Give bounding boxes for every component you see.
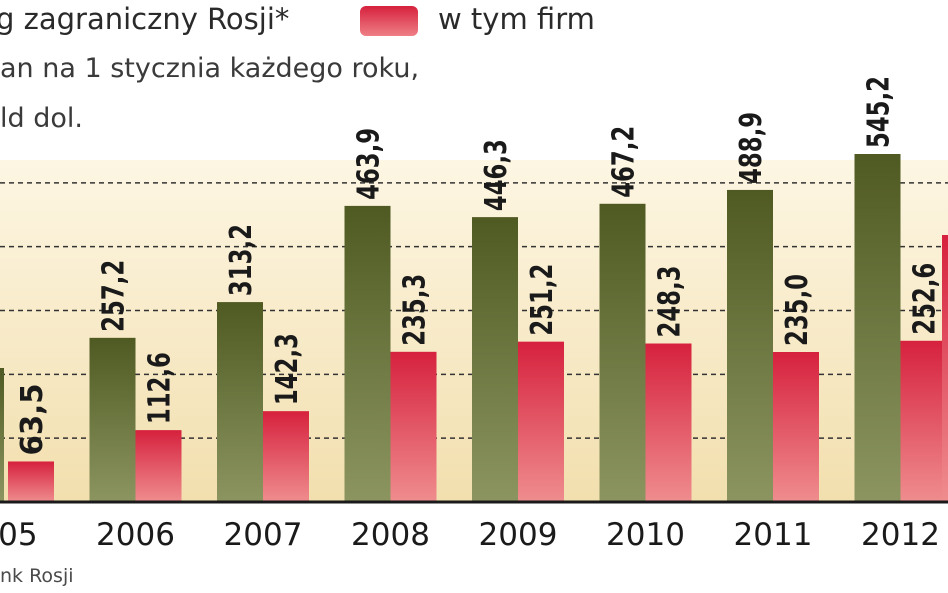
x-tick-label: 2007 <box>224 517 303 553</box>
value-label: 235,3 <box>398 274 433 346</box>
bar-partial-right <box>942 235 948 502</box>
bar-partial-left <box>0 368 4 502</box>
value-label: 142,3 <box>270 333 305 405</box>
value-label: 112,6 <box>143 352 178 424</box>
value-label: 257,2 <box>97 260 132 332</box>
x-tick-label: 2011 <box>734 517 813 553</box>
bar-external-debt-2010 <box>599 203 646 502</box>
subtitle-line-1: an na 1 stycznia każdego roku, <box>0 53 420 84</box>
value-label: 488,9 <box>734 112 769 184</box>
x-tick-label: 2009 <box>479 517 558 553</box>
bar-external-debt-2008 <box>344 205 391 502</box>
value-label: 446,3 <box>479 139 514 211</box>
bar-companies-2009 <box>518 341 564 502</box>
value-label: 248,3 <box>653 266 688 338</box>
bar-companies-2007 <box>263 411 309 502</box>
bar-external-debt-2012 <box>854 154 901 502</box>
x-tick-label: 2012 <box>861 517 940 553</box>
x-tick-label: 005 <box>0 517 38 553</box>
bar-companies-2012 <box>900 340 947 502</box>
x-tick-labels: 005 2006 2007 2008 2009 2010 2011 2012 <box>0 517 940 553</box>
bar-external-debt-2009 <box>472 217 518 502</box>
bar-external-debt-2007 <box>217 302 263 502</box>
value-label: 545,2 <box>862 76 897 148</box>
x-tick-label: 2006 <box>96 517 175 553</box>
x-tick-label: 2008 <box>351 517 430 553</box>
value-label: 63,5 <box>15 383 50 455</box>
bar-companies-2011 <box>773 352 819 502</box>
bar-external-debt-2006 <box>89 337 136 502</box>
source-note: nk Rosji <box>0 565 74 587</box>
value-labels: 63,5 257,2 112,6 313,2 142,3 463,9 235,3 446,3 2… <box>15 76 943 455</box>
value-label: 252,6 <box>908 263 943 335</box>
value-label: 467,2 <box>607 126 642 198</box>
legend-label-external-debt: g zagraniczny Rosji* <box>0 2 290 36</box>
legend-swatch-companies <box>360 6 418 36</box>
bars <box>0 154 948 503</box>
value-label: 235,0 <box>780 274 815 346</box>
legend-label-companies: w tym firm <box>438 2 595 36</box>
value-label: 463,9 <box>352 128 387 200</box>
bar-companies-2005 <box>8 461 54 502</box>
bar-external-debt-2011 <box>727 189 773 503</box>
subtitle-line-2: ld dol. <box>0 103 83 134</box>
value-label: 313,2 <box>224 224 259 296</box>
bar-companies-2006 <box>135 430 182 502</box>
bar-companies-2010 <box>645 343 692 502</box>
value-label: 251,2 <box>525 264 560 336</box>
x-tick-label: 2010 <box>606 517 685 553</box>
bar-companies-2008 <box>390 351 437 502</box>
